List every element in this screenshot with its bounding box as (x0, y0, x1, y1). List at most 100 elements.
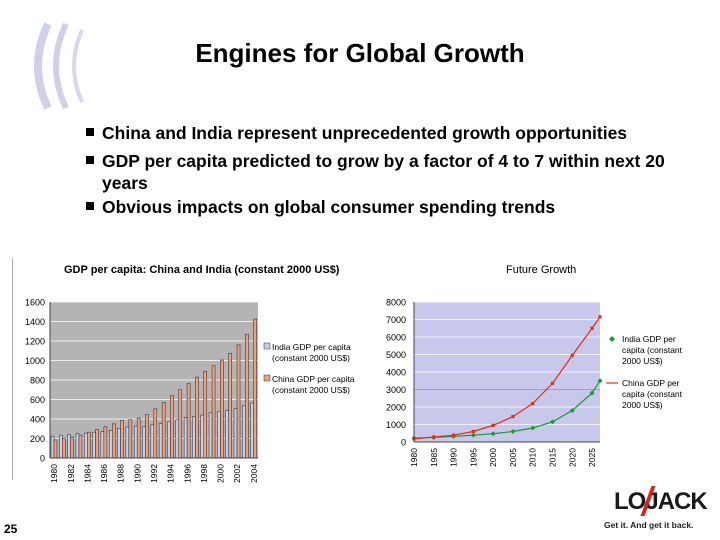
bar (186, 383, 191, 459)
bar (142, 426, 146, 459)
data-point (510, 429, 516, 434)
bar (59, 434, 63, 459)
bar (87, 431, 91, 459)
bar (136, 417, 141, 459)
bullet-item: China and India represent unprecedented … (60, 122, 700, 144)
y-tick-label: 3000 (386, 385, 406, 395)
y-tick-label: 2000 (386, 403, 406, 413)
y-tick-label: 1400 (25, 317, 45, 327)
lojack-logo: LOJACK Get it. And get it back. (604, 486, 714, 534)
data-point (432, 435, 436, 439)
x-tick-label: 2010 (528, 448, 538, 467)
data-point (451, 433, 456, 437)
data-point (570, 353, 574, 357)
bar (108, 429, 113, 459)
bar (236, 344, 241, 459)
legend-label: capita (constant (622, 389, 683, 399)
x-tick-label: 2000 (216, 464, 226, 483)
y-tick-label: 1600 (25, 298, 45, 308)
data-point (470, 432, 476, 438)
x-tick-label: 1980 (409, 448, 419, 467)
data-point (569, 408, 575, 413)
bullet-square-icon (86, 128, 94, 136)
bar (208, 412, 213, 459)
legend-label: 2000 US$) (622, 356, 663, 366)
data-point (598, 315, 602, 319)
bullet-item: GDP per capita predicted to grow by a fa… (60, 150, 700, 194)
y-tick-label: 200 (30, 434, 45, 444)
bar (167, 421, 171, 459)
page-number: 25 (4, 522, 18, 536)
bar (84, 432, 88, 459)
y-tick-label: 800 (30, 376, 45, 386)
y-tick-label: 1200 (25, 337, 45, 347)
bar (192, 416, 196, 459)
x-tick-label: 1985 (429, 448, 439, 467)
bar (203, 370, 207, 459)
x-tick-label: 1980 (49, 464, 59, 483)
x-tick-label: 1990 (449, 448, 459, 467)
legend-label: (constant 2000 US$) (272, 353, 350, 363)
y-tick-label: 8000 (386, 298, 406, 308)
x-tick-label: 1994 (166, 464, 176, 483)
bullet-square-icon (86, 202, 94, 210)
x-tick-label: 2025 (587, 448, 597, 467)
data-point (491, 423, 495, 427)
bar (103, 426, 108, 459)
bar (50, 435, 55, 459)
data-point (597, 378, 603, 384)
data-point (589, 390, 595, 396)
logo-wordmark: LOJACK (614, 488, 708, 515)
data-point (550, 381, 555, 385)
bar (67, 434, 71, 459)
y-tick-label: 0 (401, 438, 406, 448)
bar (133, 425, 138, 459)
legend-label: (constant 2000 US$) (272, 385, 350, 395)
legend-swatch (263, 342, 271, 350)
x-tick-label: 1990 (132, 464, 142, 483)
data-point (511, 415, 515, 419)
y-tick-label: 1000 (386, 420, 406, 430)
bar (153, 408, 158, 459)
bar-chart: 0 200 400 600 800 1000 1200 1400 1600 1980 1982 198… (25, 298, 355, 483)
bar (111, 423, 116, 459)
x-tick-label: 2005 (508, 448, 518, 467)
bar (150, 424, 155, 459)
bar (100, 431, 105, 459)
legend-label: China GDP per (622, 378, 680, 388)
bar (211, 365, 216, 459)
bar (233, 408, 238, 459)
x-tick-label: 2004 (249, 464, 259, 483)
x-tick-label: 1988 (116, 464, 126, 483)
bar-chart-title: GDP per capita: China and India (constan… (64, 264, 340, 276)
legend-label: 2000 US$) (622, 400, 663, 410)
data-point (530, 425, 536, 431)
bar (250, 402, 254, 459)
legend-label: China GDP per capita (272, 374, 355, 384)
bullet-text: China and India represent unprecedented … (102, 123, 628, 143)
y-tick-label: 6000 (386, 333, 406, 343)
legend-label: capita (constant (622, 345, 683, 355)
x-tick-label: 1995 (468, 448, 478, 467)
x-tick-label: 1992 (149, 464, 159, 483)
bar (145, 414, 149, 459)
bar (120, 420, 124, 459)
bullet-square-icon (86, 156, 94, 164)
bracket-decoration (34, 22, 84, 110)
data-point (471, 429, 475, 434)
data-point (531, 401, 535, 406)
x-tick-label: 2000 (488, 448, 498, 467)
legend-swatch (263, 374, 271, 382)
y-tick-label: 400 (30, 415, 45, 425)
bar (225, 409, 229, 459)
x-tick-label: 1982 (66, 464, 76, 483)
x-tick-label: 1986 (99, 464, 109, 483)
y-tick-label: 1000 (25, 356, 45, 366)
y-tick-label: 5000 (386, 350, 406, 360)
data-point (550, 419, 556, 425)
data-point (590, 326, 594, 330)
bar (92, 431, 96, 459)
x-tick-label: 2002 (232, 464, 242, 483)
bullet-text: Obvious impacts on global consumer spend… (102, 197, 556, 217)
divider-line (12, 258, 13, 480)
